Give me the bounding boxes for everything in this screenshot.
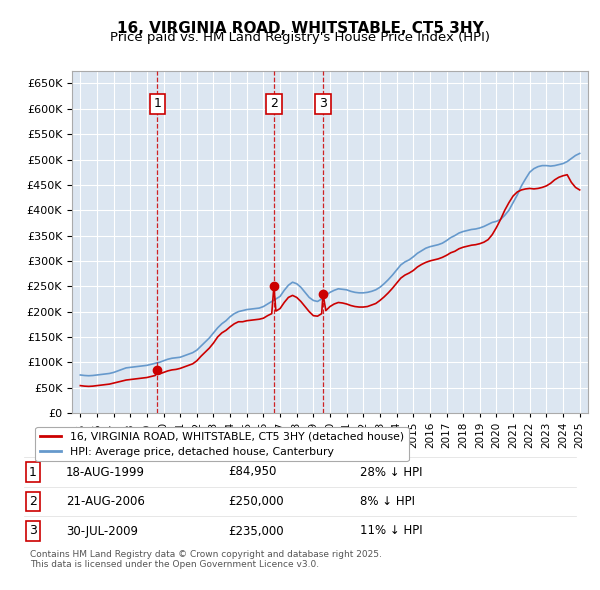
- Legend: 16, VIRGINIA ROAD, WHITSTABLE, CT5 3HY (detached house), HPI: Average price, det: 16, VIRGINIA ROAD, WHITSTABLE, CT5 3HY (…: [35, 427, 409, 461]
- Text: £84,950: £84,950: [228, 466, 277, 478]
- Text: 1: 1: [154, 97, 161, 110]
- Text: 11% ↓ HPI: 11% ↓ HPI: [360, 525, 422, 537]
- Text: Contains HM Land Registry data © Crown copyright and database right 2025.
This d: Contains HM Land Registry data © Crown c…: [30, 550, 382, 569]
- Text: 3: 3: [319, 97, 327, 110]
- Text: 8% ↓ HPI: 8% ↓ HPI: [360, 495, 415, 508]
- Text: 3: 3: [29, 525, 37, 537]
- Text: 21-AUG-2006: 21-AUG-2006: [66, 495, 145, 508]
- Text: 30-JUL-2009: 30-JUL-2009: [66, 525, 138, 537]
- Text: Price paid vs. HM Land Registry's House Price Index (HPI): Price paid vs. HM Land Registry's House …: [110, 31, 490, 44]
- Text: £250,000: £250,000: [228, 495, 284, 508]
- Text: 2: 2: [270, 97, 278, 110]
- Text: 18-AUG-1999: 18-AUG-1999: [66, 466, 145, 478]
- Text: 28% ↓ HPI: 28% ↓ HPI: [360, 466, 422, 478]
- Text: 16, VIRGINIA ROAD, WHITSTABLE, CT5 3HY: 16, VIRGINIA ROAD, WHITSTABLE, CT5 3HY: [116, 21, 484, 35]
- Text: 2: 2: [29, 495, 37, 508]
- Text: 1: 1: [29, 466, 37, 478]
- Text: £235,000: £235,000: [228, 525, 284, 537]
